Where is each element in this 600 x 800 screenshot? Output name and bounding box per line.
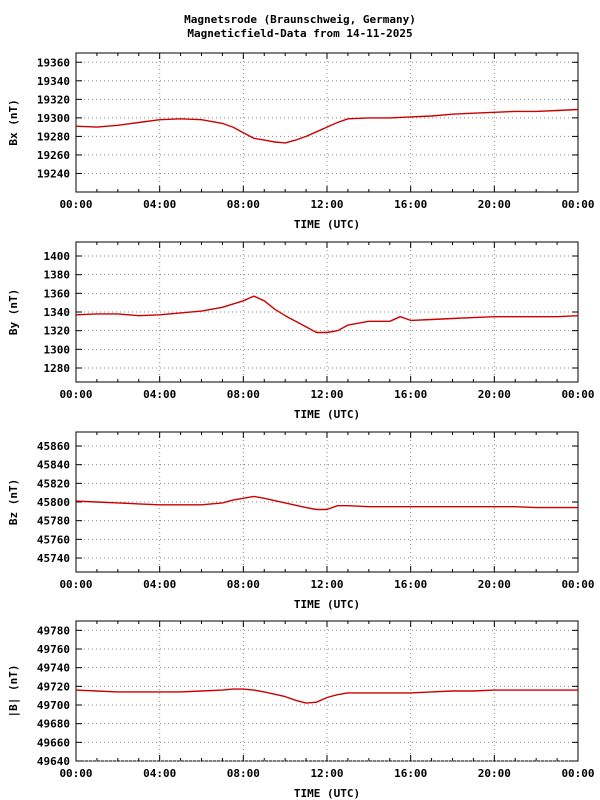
by-x-tick-label: 00:00 (561, 388, 594, 401)
b-total-x-tick-label: 12:00 (310, 767, 343, 780)
by-y-axis-label: By (nT) (7, 289, 20, 335)
bz-x-tick-label: 00:00 (59, 578, 92, 591)
by-x-tick-label: 20:00 (478, 388, 511, 401)
b-total-y-tick-label: 49780 (37, 624, 70, 637)
bx-x-tick-label: 20:00 (478, 198, 511, 211)
b-total-y-tick-label: 49720 (37, 680, 70, 693)
bx-y-tick-label: 19300 (37, 112, 70, 125)
bx-y-axis-label: Bx (nT) (7, 99, 20, 145)
b-total-x-tick-label: 00:00 (561, 767, 594, 780)
bz-x-axis-label: TIME (UTC) (294, 598, 360, 611)
bz-y-tick-label: 45840 (37, 459, 70, 472)
bx-x-axis-label: TIME (UTC) (294, 218, 360, 231)
b-total-series-line (75, 688, 578, 704)
bz-y-axis-label: Bz (nT) (7, 479, 20, 525)
by-x-axis-label: TIME (UTC) (294, 408, 360, 421)
bx-x-tick-label: 04:00 (143, 198, 176, 211)
by-y-tick-label: 1280 (44, 362, 71, 375)
chart-title-line2: Magneticfield-Data from 14-11-2025 (187, 27, 413, 40)
b-total-y-axis-label: |B| (nT) (7, 665, 20, 718)
by-y-tick-label: 1400 (44, 250, 71, 263)
b-total-y-tick-label: 49740 (37, 662, 70, 675)
bz-x-tick-label: 00:00 (561, 578, 594, 591)
bz-y-tick-label: 45860 (37, 440, 70, 453)
bx-x-tick-label: 00:00 (561, 198, 594, 211)
bx-y-tick-label: 19360 (37, 56, 70, 69)
bx-x-tick-label: 12:00 (310, 198, 343, 211)
bz-series-line (75, 495, 578, 511)
b-total-x-tick-label: 00:00 (59, 767, 92, 780)
by-y-tick-label: 1380 (44, 269, 71, 282)
by-y-tick-label: 1300 (44, 343, 71, 356)
by-x-tick-label: 08:00 (227, 388, 260, 401)
by-x-tick-label: 04:00 (143, 388, 176, 401)
by-y-tick-label: 1360 (44, 287, 71, 300)
bx-y-tick-label: 19240 (37, 167, 70, 180)
bx-x-tick-label: 00:00 (59, 198, 92, 211)
b-total-x-tick-label: 04:00 (143, 767, 176, 780)
by-series-line (75, 295, 579, 334)
b-total-y-tick-label: 49680 (37, 718, 70, 731)
bx-y-tick-label: 19320 (37, 93, 70, 106)
bz-x-tick-label: 20:00 (478, 578, 511, 591)
bx-x-tick-label: 16:00 (394, 198, 427, 211)
by-x-tick-label: 16:00 (394, 388, 427, 401)
b-total-y-tick-label: 49760 (37, 643, 70, 656)
bz-x-tick-label: 12:00 (310, 578, 343, 591)
bz-x-tick-label: 08:00 (227, 578, 260, 591)
by-x-tick-label: 00:00 (59, 388, 92, 401)
bz-x-tick-label: 04:00 (143, 578, 176, 591)
bx-x-tick-label: 08:00 (227, 198, 260, 211)
b-total-y-tick-label: 49700 (37, 699, 70, 712)
bz-y-tick-label: 45800 (37, 496, 70, 509)
by-y-tick-label: 1320 (44, 325, 71, 338)
bx-y-tick-label: 19340 (37, 75, 70, 88)
chart-title-line1: Magnetsrode (Braunschweig, Germany) (184, 13, 416, 26)
bx-y-tick-label: 19280 (37, 130, 70, 143)
bz-x-tick-label: 16:00 (394, 578, 427, 591)
bz-y-tick-label: 45760 (37, 533, 70, 546)
by-y-tick-label: 1340 (44, 306, 71, 319)
b-total-y-tick-label: 49660 (37, 736, 70, 749)
b-total-y-tick-label: 49640 (37, 755, 70, 768)
bx-y-tick-label: 19260 (37, 149, 70, 162)
bx-series-line (75, 108, 579, 144)
bz-y-tick-label: 45780 (37, 515, 70, 528)
bz-y-tick-label: 45820 (37, 477, 70, 490)
by-x-tick-label: 12:00 (310, 388, 343, 401)
b-total-x-tick-label: 08:00 (227, 767, 260, 780)
b-total-x-tick-label: 16:00 (394, 767, 427, 780)
bz-y-tick-label: 45740 (37, 552, 70, 565)
b-total-x-axis-label: TIME (UTC) (294, 787, 360, 800)
b-total-x-tick-label: 20:00 (478, 767, 511, 780)
